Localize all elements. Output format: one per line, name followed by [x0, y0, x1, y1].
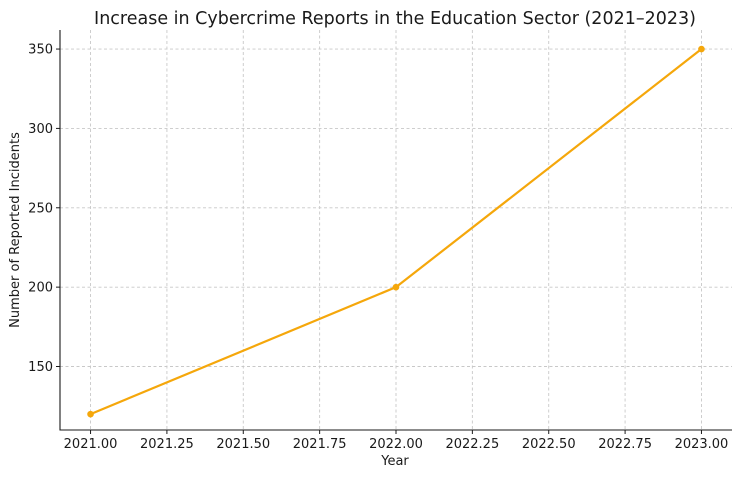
y-tick-label: 150 — [28, 360, 53, 375]
data-point — [698, 45, 705, 53]
x-tick-label: 2021.75 — [293, 437, 347, 452]
x-axis-label: Year — [380, 454, 409, 469]
ticks-layer: 2021.00 2021.25 2021.50 2021.75 2022.00 2022.… — [28, 43, 728, 452]
x-tick-label: 2022.00 — [369, 437, 423, 452]
x-tick-label: 2022.50 — [522, 437, 576, 452]
y-tick-label: 350 — [28, 43, 53, 58]
x-tick-label: 2021.00 — [64, 437, 118, 452]
x-tick-label: 2023.00 — [675, 437, 729, 452]
x-tick-label: 2022.25 — [445, 437, 499, 452]
y-tick-label: 250 — [28, 201, 53, 216]
axes-spine — [59, 30, 732, 431]
y-axis-label: Number of Reported Incidents — [8, 132, 23, 328]
data-point — [392, 283, 400, 291]
y-tick-label: 200 — [28, 281, 53, 296]
chart-title: Increase in Cybercrime Reports in the Ed… — [94, 9, 696, 29]
y-tick-label: 300 — [28, 122, 53, 137]
x-tick-label: 2022.75 — [598, 437, 652, 452]
data-point — [87, 410, 94, 418]
grid-layer — [60, 30, 732, 430]
series-layer — [87, 45, 705, 418]
x-tick-label: 2021.25 — [140, 437, 194, 452]
x-tick-label: 2021.50 — [216, 437, 270, 452]
